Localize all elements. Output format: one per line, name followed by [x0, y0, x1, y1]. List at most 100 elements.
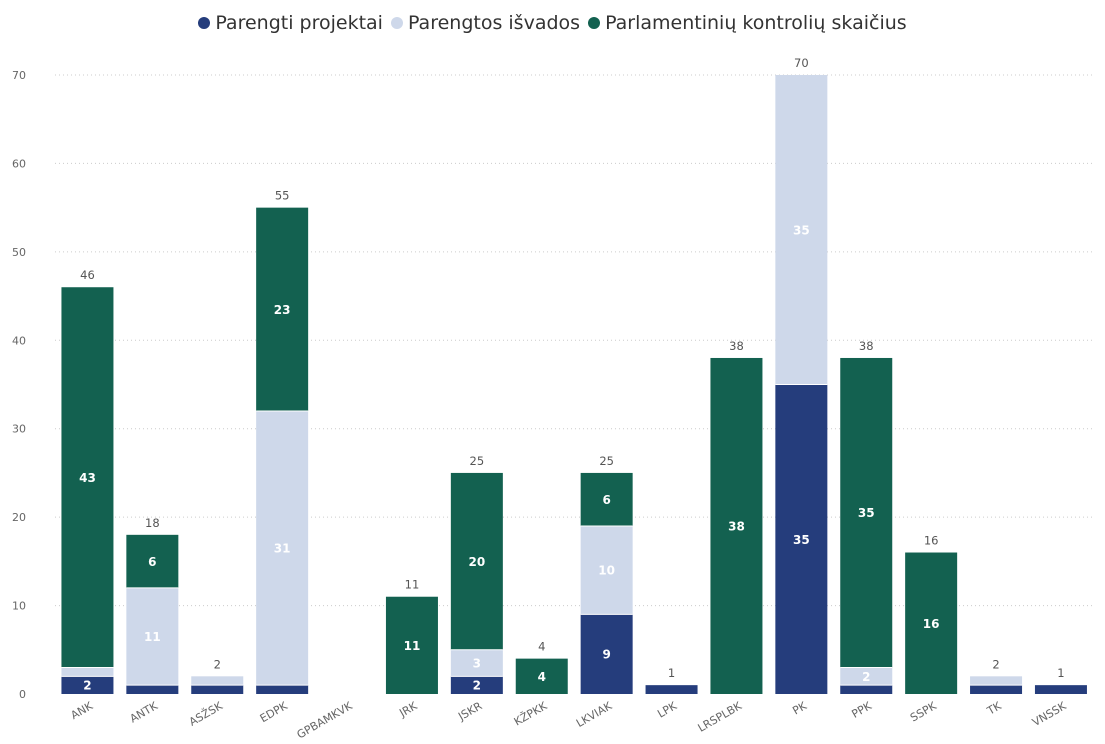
segment-value-label: 38 — [728, 519, 745, 533]
x-tick-label: ANTK — [128, 699, 161, 725]
segment-value-label: 3 — [473, 657, 481, 671]
bar-segment[interactable] — [580, 525, 633, 615]
total-value-label: 38 — [729, 339, 744, 353]
bar-segment[interactable] — [61, 676, 114, 694]
x-tick-label: KŽPKK — [512, 699, 550, 729]
total-value-label: 70 — [794, 56, 809, 70]
bar-segment[interactable] — [970, 676, 1023, 686]
segment-value-label: 31 — [274, 542, 291, 556]
x-tick-label: TK — [984, 699, 1004, 718]
gridlines — [55, 74, 1095, 607]
bar-segment[interactable] — [840, 685, 893, 694]
chart-legend: Parengti projektai Parengtos išvados Parla… — [0, 8, 1105, 38]
total-value-label: 4 — [538, 640, 545, 654]
bar-segment[interactable] — [61, 667, 114, 677]
segment-value-label: 2 — [862, 670, 870, 684]
x-tick-label: VNSSK — [1030, 699, 1069, 729]
y-tick-label: 0 — [19, 688, 26, 701]
bar-segment[interactable] — [450, 649, 503, 677]
bar-segment[interactable] — [840, 357, 893, 668]
bar-segment[interactable] — [775, 384, 828, 695]
bar-segment[interactable] — [256, 207, 309, 412]
y-tick-label: 10 — [12, 600, 26, 613]
segment-value-label: 6 — [602, 493, 610, 507]
bar-segment[interactable] — [580, 614, 633, 694]
bar-segment[interactable] — [256, 411, 309, 686]
bar-segment[interactable] — [450, 676, 503, 694]
y-tick-label: 50 — [12, 246, 26, 259]
total-value-label: 1 — [1057, 666, 1064, 680]
bar-segment[interactable] — [775, 75, 828, 385]
segment-value-label: 11 — [404, 639, 421, 653]
legend-swatch — [390, 17, 403, 29]
x-tick-label: EDPK — [258, 699, 291, 725]
bar-segment[interactable] — [840, 667, 893, 686]
bar-segment[interactable] — [580, 472, 633, 526]
x-tick-label: JSKR — [455, 699, 484, 723]
y-tick-label: 70 — [12, 69, 26, 82]
segment-value-label: 35 — [793, 223, 810, 237]
segment-value-label: 2 — [83, 679, 91, 693]
segment-value-label: 43 — [79, 471, 96, 485]
x-tick-label: LPK — [655, 699, 679, 721]
bar-segment[interactable] — [385, 596, 438, 694]
x-tick-label: JRK — [396, 699, 420, 720]
segment-value-label: 35 — [858, 506, 875, 520]
legend-item[interactable]: Parengti projektai — [198, 12, 383, 34]
segment-value-label: 35 — [793, 533, 810, 547]
total-value-label: 25 — [599, 454, 614, 468]
bar-segment[interactable] — [191, 685, 244, 694]
segment-value-label: 6 — [148, 555, 156, 569]
total-value-label: 38 — [859, 339, 874, 353]
total-value-label: 1 — [668, 666, 675, 680]
bar-segment[interactable] — [515, 658, 568, 694]
segment-value-label: 4 — [538, 670, 546, 684]
bar-segment[interactable] — [710, 357, 763, 694]
segment-value-label: 9 — [602, 648, 610, 662]
segment-value-label: 16 — [923, 617, 940, 631]
total-value-label: 55 — [275, 189, 290, 203]
bar-segment[interactable] — [1034, 685, 1087, 694]
x-tick-label: SSPK — [908, 699, 939, 725]
total-value-label: 18 — [145, 516, 160, 530]
x-tick-label: ANK — [69, 699, 96, 722]
legend-item[interactable]: Parengtos išvados — [390, 12, 580, 34]
y-tick-label: 40 — [12, 334, 26, 347]
y-tick-label: 30 — [12, 423, 26, 436]
bar-segment[interactable] — [450, 472, 503, 650]
x-tick-label: LRSPLBK — [696, 699, 745, 735]
x-axis-ticks: ANK ANTK ASŽSK EDPK GPBAMKVK JRK JSKR KŽPKK LKVI… — [69, 699, 1070, 741]
bar-segment[interactable] — [905, 552, 958, 694]
bar-segment[interactable] — [191, 676, 244, 686]
total-value-label: 11 — [405, 578, 420, 592]
x-tick-label: LKVIAK — [574, 699, 615, 730]
bar-segment[interactable] — [645, 685, 698, 694]
segment-value-label: 11 — [144, 630, 161, 644]
segment-value-label: 10 — [598, 564, 615, 578]
legend-item[interactable]: Parlamentinių kontrolių skaičius — [588, 12, 907, 34]
segment-value-label: 23 — [274, 303, 291, 317]
x-tick-label: PPK — [850, 699, 875, 721]
bar-segment[interactable] — [970, 685, 1023, 694]
bar-segment[interactable] — [256, 685, 309, 694]
legend-label: Parengti projektai — [215, 12, 383, 34]
total-value-label: 16 — [924, 534, 939, 548]
y-tick-label: 20 — [12, 511, 26, 524]
bars — [61, 75, 1087, 694]
total-value-label: 46 — [80, 268, 95, 282]
data-labels: 2434611618231235511112320254491062513838… — [79, 56, 1065, 693]
legend-label: Parlamentinių kontrolių skaičius — [605, 12, 907, 34]
total-value-label: 2 — [992, 657, 999, 671]
bar-segment[interactable] — [61, 287, 114, 668]
bar-segment[interactable] — [126, 534, 179, 588]
legend-swatch — [198, 17, 211, 29]
y-tick-label: 60 — [12, 157, 26, 170]
total-value-label: 2 — [214, 657, 221, 671]
y-axis-ticks: 0 10 20 30 40 50 60 70 — [12, 69, 26, 701]
x-tick-label: ASŽSK — [187, 699, 226, 729]
total-value-label: 25 — [470, 454, 485, 468]
bar-segment[interactable] — [126, 587, 179, 686]
x-tick-label: GPBAMKVK — [295, 699, 356, 741]
bar-segment[interactable] — [126, 685, 179, 694]
